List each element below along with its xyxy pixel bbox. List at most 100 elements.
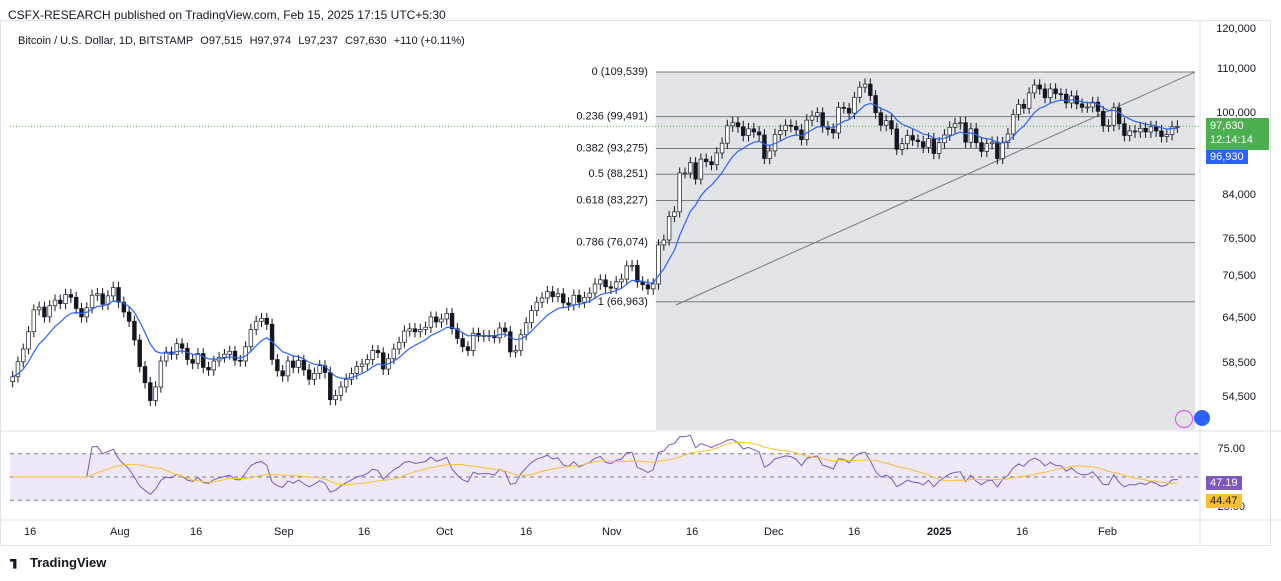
candle-body[interactable] xyxy=(179,343,185,349)
candle-body[interactable] xyxy=(238,359,243,362)
candle-body[interactable] xyxy=(1005,133,1011,144)
candle-body[interactable] xyxy=(698,158,704,180)
candle-body[interactable] xyxy=(306,369,312,380)
candle-body[interactable] xyxy=(280,370,285,377)
candle-body[interactable] xyxy=(984,143,989,152)
candle-body[interactable] xyxy=(968,128,974,143)
candle-body[interactable] xyxy=(666,216,672,241)
candle-body[interactable] xyxy=(730,122,735,127)
candle-body[interactable] xyxy=(1085,106,1090,109)
candle-body[interactable] xyxy=(608,286,614,289)
candle-body[interactable] xyxy=(963,122,968,143)
candle-body[interactable] xyxy=(206,367,211,371)
candle-body[interactable] xyxy=(222,353,227,358)
candle-body[interactable] xyxy=(89,294,95,309)
candle-body[interactable] xyxy=(137,339,142,367)
candle-body[interactable] xyxy=(211,360,217,371)
candle-body[interactable] xyxy=(545,291,550,299)
candle-body[interactable] xyxy=(1026,92,1032,109)
candle-body[interactable] xyxy=(682,172,688,175)
candle-body[interactable] xyxy=(831,129,836,134)
candle-body[interactable] xyxy=(1000,142,1005,159)
candle-body[interactable] xyxy=(163,351,169,362)
candle-body[interactable] xyxy=(756,131,762,136)
candle-body[interactable] xyxy=(1132,130,1138,133)
candle-body[interactable] xyxy=(121,301,127,313)
candle-body[interactable] xyxy=(10,376,15,382)
candle-body[interactable] xyxy=(1111,107,1117,126)
candle-body[interactable] xyxy=(47,305,52,318)
candle-body[interactable] xyxy=(571,294,577,306)
candle-body[interactable] xyxy=(862,83,868,88)
candle-body[interactable] xyxy=(936,142,942,154)
candle-body[interactable] xyxy=(523,322,529,336)
candle-body[interactable] xyxy=(291,360,296,368)
candle-body[interactable] xyxy=(312,373,317,380)
rsi-ma-line[interactable] xyxy=(12,441,1178,486)
candle-body[interactable] xyxy=(174,343,179,355)
candle-body[interactable] xyxy=(100,293,105,305)
candle-body[interactable] xyxy=(195,353,201,364)
candle-body[interactable] xyxy=(947,126,952,136)
candle-body[interactable] xyxy=(201,353,206,368)
candle-body[interactable] xyxy=(296,359,301,368)
candle-body[interactable] xyxy=(1127,130,1132,136)
candle-body[interactable] xyxy=(116,287,121,303)
candle-body[interactable] xyxy=(338,386,344,396)
candle-body[interactable] xyxy=(656,244,661,285)
candle-body[interactable] xyxy=(26,331,31,350)
candle-body[interactable] xyxy=(126,311,132,322)
candle-body[interactable] xyxy=(592,283,598,294)
candle-body[interactable] xyxy=(502,327,508,333)
candle-body[interactable] xyxy=(407,328,412,332)
candle-body[interactable] xyxy=(995,141,1000,159)
candle-body[interactable] xyxy=(587,292,592,298)
candle-body[interactable] xyxy=(1016,103,1021,115)
candle-body[interactable] xyxy=(926,138,931,148)
candle-body[interactable] xyxy=(931,138,937,154)
candle-body[interactable] xyxy=(328,372,333,401)
candle-body[interactable] xyxy=(539,297,545,303)
candle-body[interactable] xyxy=(402,330,407,343)
candle-body[interactable] xyxy=(471,332,476,351)
candle-body[interactable] xyxy=(185,347,190,360)
candle-body[interactable] xyxy=(73,296,79,309)
candle-body[interactable] xyxy=(857,86,862,98)
lightning-icon[interactable] xyxy=(1175,410,1193,428)
candle-body[interactable] xyxy=(598,279,603,285)
candle-body[interactable] xyxy=(809,115,815,121)
candle-body[interactable] xyxy=(846,107,852,114)
candle-body[interactable] xyxy=(68,294,74,298)
candle-body[interactable] xyxy=(412,328,418,333)
candle-body[interactable] xyxy=(132,320,137,341)
candle-body[interactable] xyxy=(624,265,629,280)
candle-body[interactable] xyxy=(719,142,725,154)
candle-body[interactable] xyxy=(767,150,772,159)
candle-body[interactable] xyxy=(714,152,719,166)
candle-body[interactable] xyxy=(952,123,958,128)
ema-line[interactable] xyxy=(12,99,1178,380)
candle-body[interactable] xyxy=(275,359,280,372)
candle-body[interactable] xyxy=(317,365,322,374)
candle-body[interactable] xyxy=(1175,125,1180,128)
candle-body[interactable] xyxy=(709,161,714,166)
candle-body[interactable] xyxy=(460,338,465,348)
candle-body[interactable] xyxy=(190,359,195,364)
candle-body[interactable] xyxy=(301,359,307,371)
candle-body[interactable] xyxy=(841,107,847,109)
candle-body[interactable] xyxy=(910,135,915,141)
candle-body[interactable] xyxy=(529,310,534,324)
candle-body[interactable] xyxy=(661,239,667,246)
candle-body[interactable] xyxy=(688,162,693,174)
candle-body[interactable] xyxy=(915,139,921,143)
candle-body[interactable] xyxy=(423,326,428,330)
globe-icon[interactable] xyxy=(1194,410,1210,426)
candle-body[interactable] xyxy=(391,348,397,360)
candle-body[interactable] xyxy=(418,329,423,333)
candle-body[interactable] xyxy=(449,313,455,330)
candle-body[interactable] xyxy=(1122,123,1127,136)
candle-body[interactable] xyxy=(1095,101,1101,112)
candle-body[interactable] xyxy=(836,107,841,134)
candle-body[interactable] xyxy=(1053,88,1058,95)
